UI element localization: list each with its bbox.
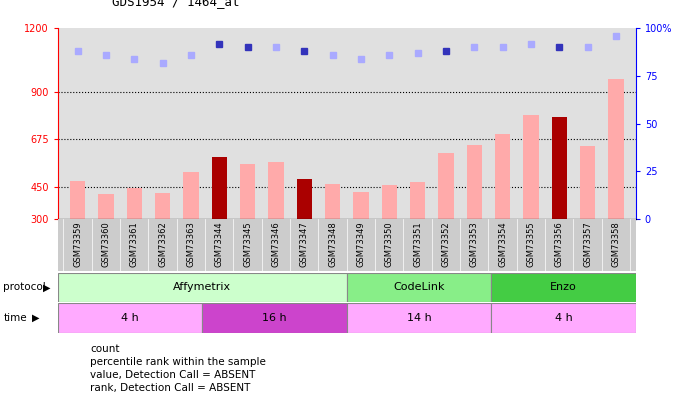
- Text: 14 h: 14 h: [407, 313, 431, 323]
- Text: GSM73358: GSM73358: [611, 221, 620, 267]
- Bar: [347, 273, 492, 302]
- Bar: [347, 303, 492, 333]
- Text: time: time: [3, 313, 27, 323]
- Bar: [211, 158, 227, 219]
- Bar: [438, 153, 454, 219]
- Bar: [551, 117, 567, 219]
- Text: GSM73345: GSM73345: [243, 221, 252, 267]
- Text: GSM73346: GSM73346: [271, 221, 280, 267]
- Text: 4 h: 4 h: [555, 313, 573, 323]
- Text: GSM73348: GSM73348: [328, 221, 337, 267]
- Bar: [70, 181, 86, 219]
- Bar: [410, 182, 426, 219]
- Text: GDS1954 / 1464_at: GDS1954 / 1464_at: [112, 0, 239, 8]
- Bar: [58, 303, 203, 333]
- Text: GSM73359: GSM73359: [73, 221, 82, 267]
- Text: percentile rank within the sample: percentile rank within the sample: [90, 357, 267, 367]
- Text: GSM73352: GSM73352: [441, 221, 450, 267]
- Bar: [126, 188, 142, 219]
- Bar: [608, 79, 624, 219]
- Bar: [381, 185, 397, 219]
- Text: value, Detection Call = ABSENT: value, Detection Call = ABSENT: [90, 370, 256, 380]
- Bar: [203, 303, 347, 333]
- Text: GSM73353: GSM73353: [470, 221, 479, 267]
- Text: ▶: ▶: [43, 282, 50, 292]
- Bar: [58, 273, 347, 302]
- Bar: [495, 134, 511, 219]
- Text: 4 h: 4 h: [121, 313, 139, 323]
- Text: GSM73361: GSM73361: [130, 221, 139, 267]
- Text: Affymetrix: Affymetrix: [173, 282, 231, 292]
- Text: ▶: ▶: [32, 313, 39, 323]
- Bar: [580, 146, 596, 219]
- Bar: [353, 192, 369, 219]
- Bar: [523, 115, 539, 219]
- Text: CodeLink: CodeLink: [393, 282, 445, 292]
- Text: GSM73363: GSM73363: [186, 221, 195, 267]
- Text: GSM73362: GSM73362: [158, 221, 167, 267]
- Text: protocol: protocol: [3, 282, 46, 292]
- Bar: [466, 145, 482, 219]
- Text: GSM73356: GSM73356: [555, 221, 564, 267]
- Text: GSM73355: GSM73355: [526, 221, 535, 267]
- Text: GSM73350: GSM73350: [385, 221, 394, 267]
- Text: GSM73357: GSM73357: [583, 221, 592, 267]
- Bar: [492, 273, 636, 302]
- Bar: [183, 172, 199, 219]
- Text: GSM73344: GSM73344: [215, 221, 224, 267]
- Bar: [296, 179, 312, 219]
- Text: Enzo: Enzo: [550, 282, 577, 292]
- Text: GSM73360: GSM73360: [101, 221, 110, 267]
- Text: GSM73351: GSM73351: [413, 221, 422, 267]
- Text: GSM73347: GSM73347: [300, 221, 309, 267]
- Bar: [98, 194, 114, 219]
- Text: count: count: [90, 344, 120, 354]
- Text: 16 h: 16 h: [262, 313, 287, 323]
- Bar: [240, 164, 256, 219]
- Bar: [155, 193, 171, 219]
- Bar: [492, 303, 636, 333]
- Text: GSM73354: GSM73354: [498, 221, 507, 267]
- Text: rank, Detection Call = ABSENT: rank, Detection Call = ABSENT: [90, 383, 251, 393]
- Bar: [325, 184, 341, 219]
- Text: GSM73349: GSM73349: [356, 221, 365, 267]
- Bar: [268, 162, 284, 219]
